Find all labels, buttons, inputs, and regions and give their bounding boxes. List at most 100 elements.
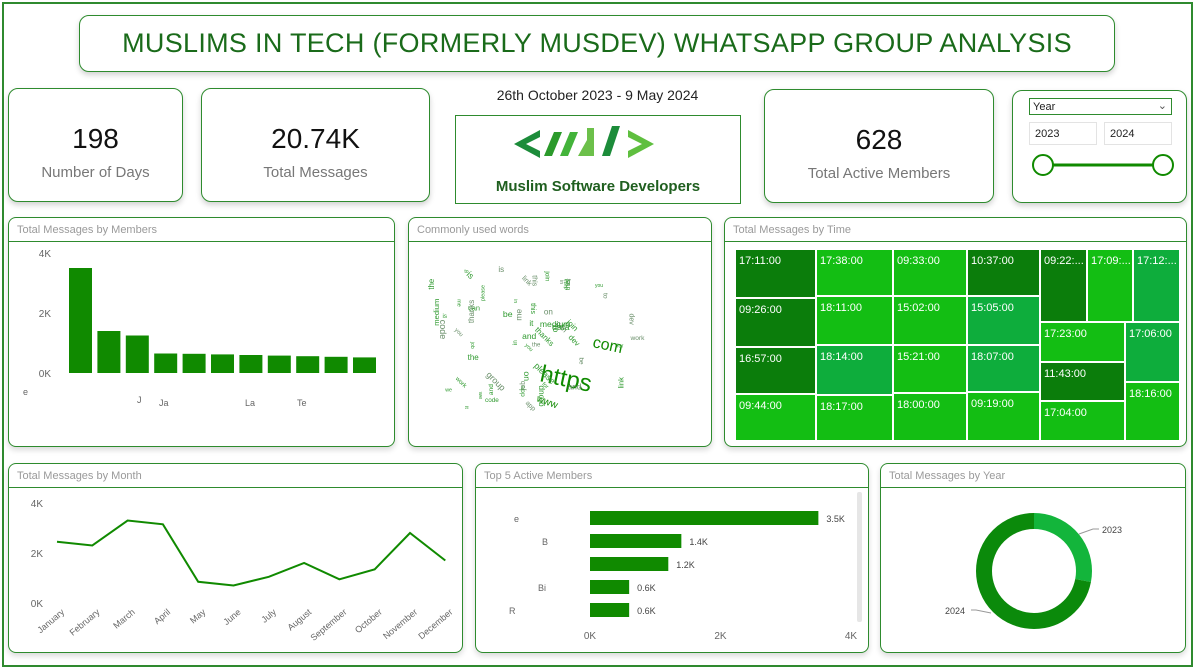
y-tick-label: 0K — [31, 599, 44, 610]
kpi-messages-card[interactable]: 20.74K Total Messages — [201, 88, 430, 202]
time-treemap: 17:11:00 09:26:00 16:57:00 09:44:00 17:38:00… — [735, 249, 1180, 441]
treemap-cell[interactable]: 17:06:00 — [1125, 322, 1180, 382]
treemap-cell[interactable]: 09:19:00 — [967, 392, 1040, 441]
word: you — [453, 327, 464, 338]
word: it — [529, 319, 534, 328]
x-tick-label: 2K — [714, 631, 727, 642]
treemap-cell[interactable]: 15:21:00 — [893, 345, 967, 393]
top5-bar — [590, 603, 630, 617]
kpi-days-label: Number of Days — [41, 164, 150, 181]
top5-panel: Top 5 Active Members 3.5K e 1.4K B 1.2K 0.6K B… — [475, 463, 869, 653]
word: code — [485, 397, 499, 404]
x-tick-label: Ja — [159, 398, 169, 408]
treemap-cell[interactable]: 17:12:... — [1133, 249, 1180, 322]
word: we — [477, 391, 483, 400]
year-range-slider[interactable] — [1030, 150, 1180, 180]
member-bar — [353, 357, 376, 373]
treemap-cell[interactable]: 18:11:00 — [816, 296, 893, 345]
member-bar — [97, 331, 121, 373]
word: for — [565, 279, 571, 286]
treemap-cell[interactable]: 17:04:00 — [1040, 401, 1125, 441]
members-panel: Total Messages by Members 0K 2K 4K e J Ja La Te — [8, 217, 395, 447]
top5-data-label: 1.4K — [689, 537, 708, 547]
y-tick-label: 2K — [39, 309, 52, 320]
slider-handle-right[interactable] — [1152, 154, 1174, 176]
logo-text: Muslim Software Developers — [495, 178, 701, 195]
month-tick-label: November — [381, 607, 419, 641]
time-panel: Total Messages by Time 17:11:00 09:26:00 1… — [724, 217, 1187, 447]
y-tick-label: 0K — [39, 369, 52, 380]
month-tick-label: April — [152, 607, 172, 626]
treemap-cell[interactable]: 18:14:00 — [816, 345, 893, 395]
members-bar-chart: 0K 2K 4K e J Ja La Te — [23, 249, 376, 408]
year-from-input[interactable]: 2023 — [1029, 122, 1097, 145]
treemap-cell[interactable]: 18:07:00 — [967, 345, 1040, 392]
top5-data-label: 0.6K — [637, 583, 656, 593]
treemap-cell[interactable]: 17:09:... — [1087, 249, 1133, 322]
word: please — [481, 285, 487, 301]
month-tick-label: December — [416, 607, 454, 641]
year-to-input[interactable]: 2024 — [1104, 122, 1172, 145]
word: medium — [540, 319, 571, 329]
member-bar — [296, 356, 320, 373]
word: we — [445, 387, 452, 393]
treemap-cell[interactable]: 09:33:00 — [893, 249, 967, 296]
word: for — [540, 381, 549, 390]
kpi-messages-label: Total Messages — [263, 164, 368, 181]
word: and — [568, 382, 582, 392]
word: is — [498, 265, 504, 274]
treemap-cell[interactable]: 17:11:00 — [735, 249, 816, 298]
treemap-cell[interactable]: 09:22:... — [1040, 249, 1087, 322]
word: can — [468, 304, 480, 313]
word: data — [552, 322, 570, 332]
top5-bar-chart: 3.5K e 1.4K B 1.2K 0.6K Bi 0.6K R 0K 2K 4K — [509, 492, 862, 642]
month-tick-label: June — [221, 607, 242, 627]
top5-member-label: R — [509, 606, 516, 616]
word: be — [503, 309, 513, 319]
month-panel-title: Total Messages by Month — [17, 470, 142, 482]
members-panel-title: Total Messages by Members — [17, 224, 157, 236]
logo-mark-icon — [514, 126, 654, 158]
word: the — [532, 343, 541, 349]
treemap-cell[interactable]: 11:43:00 — [1040, 362, 1125, 401]
month-panel: Total Messages by Month 0K 2K 4K January Feb… — [8, 463, 463, 653]
treemap-cell[interactable]: 09:44:00 — [735, 394, 816, 441]
word: dev — [567, 333, 582, 348]
word: be — [578, 358, 585, 366]
top5-bar — [590, 580, 630, 594]
treemap-cell[interactable]: 17:38:00 — [816, 249, 893, 296]
treemap-cell[interactable]: 15:02:00 — [893, 296, 967, 345]
treemap-cell[interactable]: 09:26:00 — [735, 298, 816, 347]
month-tick-label: May — [188, 607, 208, 626]
word: dev — [628, 314, 635, 326]
top5-member-label: Bi — [538, 583, 546, 593]
kpi-days-card[interactable]: 198 Number of Days — [8, 88, 183, 202]
kpi-members-card[interactable]: 628 Total Active Members — [764, 89, 994, 203]
slider-handle-left[interactable] — [1032, 154, 1054, 176]
year-dropdown[interactable]: Year ⌄ — [1029, 98, 1172, 115]
y-tick-label: 4K — [31, 499, 44, 510]
treemap-cell[interactable]: 16:57:00 — [735, 347, 816, 394]
treemap-cell[interactable]: 18:16:00 — [1125, 382, 1180, 441]
word: you — [595, 283, 603, 289]
month-line — [56, 519, 446, 587]
treemap-cell[interactable]: 18:00:00 — [893, 393, 967, 441]
word: me — [513, 309, 523, 321]
treemap-cell[interactable]: 18:17:00 — [816, 395, 893, 441]
treemap-cell[interactable]: 17:23:00 — [1040, 322, 1125, 362]
treemap-cell[interactable]: 15:05:00 — [967, 296, 1040, 345]
top5-member-label: e — [514, 514, 519, 524]
kpi-days-value: 198 — [72, 123, 119, 154]
word: in — [512, 299, 518, 303]
word: this — [531, 275, 538, 286]
word-cloud: httpscomwwwtheandtoforthisisyouinitonbew… — [427, 265, 645, 413]
year-panel-title: Total Messages by Year — [889, 470, 1006, 482]
word: code — [438, 320, 448, 340]
year-panel: Total Messages by Year 2023 2024 — [880, 463, 1186, 653]
top5-bar — [590, 534, 682, 548]
treemap-cell[interactable]: 10:37:00 — [967, 249, 1040, 296]
top5-panel-title: Top 5 Active Members — [484, 470, 593, 482]
donut-label: 2023 — [1102, 525, 1122, 535]
word: this — [529, 303, 536, 314]
word: thanks — [467, 300, 476, 323]
